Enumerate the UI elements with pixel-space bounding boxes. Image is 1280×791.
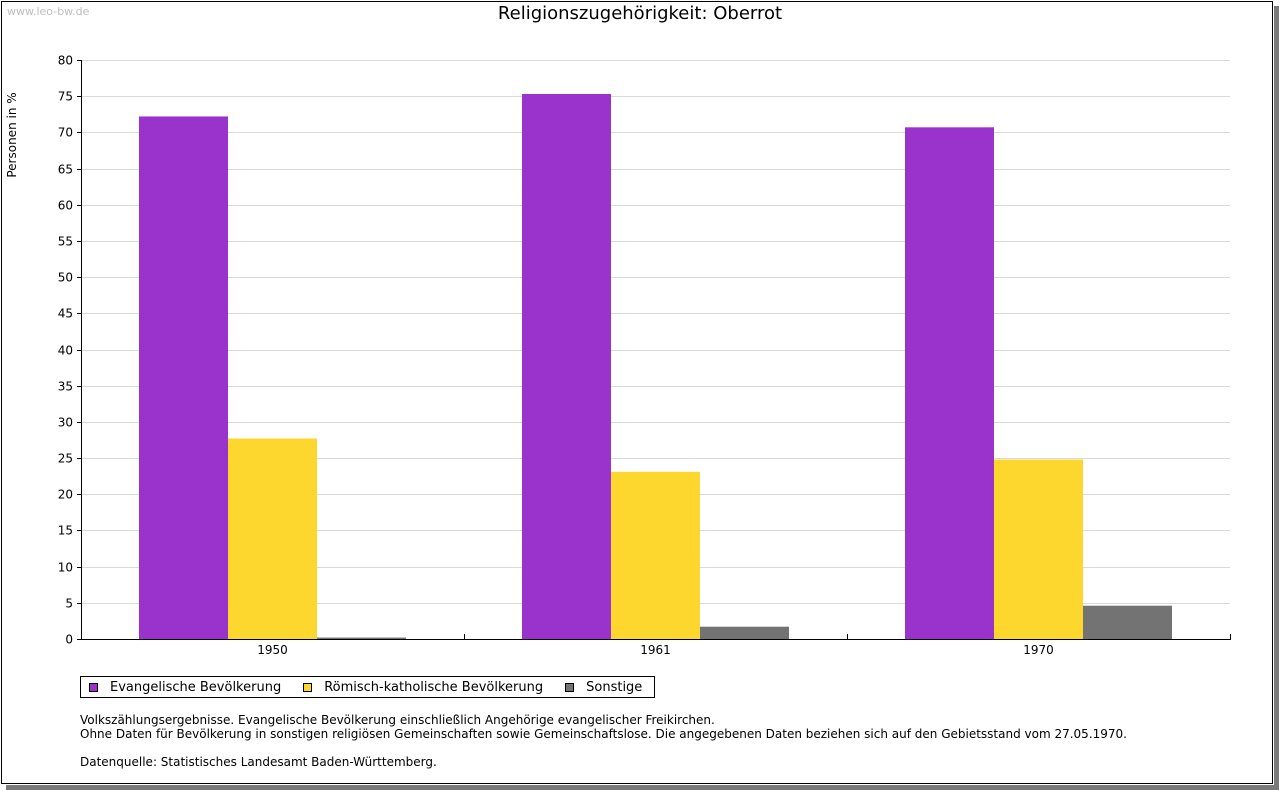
bar-evangelische-bev-lkerung-1961	[522, 94, 611, 640]
y-tick-label: 40	[58, 344, 73, 358]
note-line-1: Volkszählungsergebnisse. Evangelische Be…	[80, 713, 715, 727]
watermark: www.leo-bw.de	[7, 5, 90, 18]
legend-swatch	[565, 682, 575, 692]
bar-evangelische-bev-lkerung-1970	[905, 127, 994, 639]
legend-label: Römisch-katholische Bevölkerung	[324, 679, 544, 695]
bar-sonstige-1961	[700, 626, 789, 639]
y-tick-label: 70	[58, 126, 73, 140]
bar-evangelische-bev-lkerung-1950	[139, 116, 228, 639]
y-tick-label: 55	[58, 235, 73, 249]
chart-legend: Evangelische Bevölkerung Römisch-katholis…	[80, 676, 656, 698]
y-tick-label: 75	[58, 90, 73, 104]
x-tick-label: 1961	[640, 643, 671, 657]
y-tick-label: 60	[58, 199, 73, 213]
legend-item: Evangelische Bevölkerung	[89, 680, 281, 695]
legend-label: Sonstige	[586, 679, 643, 695]
y-tick-label: 30	[58, 416, 73, 430]
note-line-2: Ohne Daten für Bevölkerung in sonstigen …	[80, 727, 1127, 741]
legend-swatch	[303, 682, 313, 692]
bar-r-misch-katholische-bev-lkerung-1950	[228, 438, 317, 639]
x-tick-label: 1950	[257, 643, 288, 657]
data-source: Datenquelle: Statistisches Landesamt Bad…	[80, 755, 437, 769]
y-tick-label: 50	[58, 271, 73, 285]
y-tick-label: 80	[58, 54, 73, 68]
y-tick-label: 10	[58, 561, 73, 575]
legend-item: Sonstige	[565, 680, 642, 695]
bar-sonstige-1970	[1083, 605, 1172, 639]
bar-r-misch-katholische-bev-lkerung-1970	[994, 459, 1083, 639]
y-tick-label: 35	[58, 380, 73, 394]
y-tick-label: 65	[58, 163, 73, 177]
bar-chart: 0 5 10 15 20 25 30 35 40 45 50 55 60 65 70 75 80 Personen…	[5, 54, 1231, 657]
y-tick-label: 0	[65, 633, 73, 647]
y-tick-label: 15	[58, 524, 73, 538]
bar-r-misch-katholische-bev-lkerung-1961	[611, 471, 700, 639]
bar-sonstige-1950	[317, 637, 406, 639]
chart-notes: Volkszählungsergebnisse. Evangelische Be…	[80, 713, 1127, 769]
legend-item: Römisch-katholische Bevölkerung	[303, 680, 543, 695]
frame-shadow-bottom	[6, 785, 1279, 790]
legend-label: Evangelische Bevölkerung	[110, 679, 282, 695]
x-tick-label: 1970	[1023, 643, 1054, 657]
y-tick-label: 25	[58, 452, 73, 466]
y-tick-label: 20	[58, 488, 73, 502]
legend-swatch	[89, 682, 98, 692]
chart-title: Religionszugehörigkeit: Oberrot	[497, 3, 783, 24]
y-tick-label: 45	[58, 307, 73, 321]
frame-shadow-right	[1274, 6, 1279, 790]
y-tick-label: 5	[65, 597, 73, 611]
y-axis-label: Personen in %	[5, 92, 19, 177]
